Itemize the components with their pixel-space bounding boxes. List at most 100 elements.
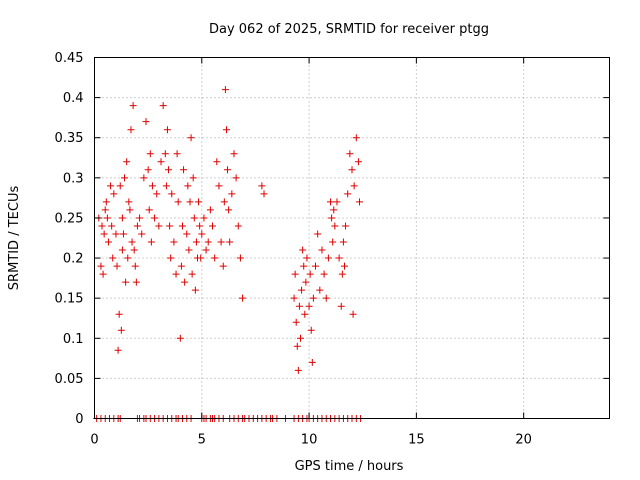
scatter-series [93,86,365,422]
data-point [239,294,247,302]
data-point [295,302,303,310]
data-point [113,262,121,270]
x-tick-label: 15 [408,433,425,448]
data-point [157,158,165,166]
data-point [230,150,238,158]
y-tick-labels: 0 0.05 0.1 0.15 0.2 0.25 0.3 0.35 0.4 0.45 [55,51,84,427]
data-point [118,246,126,254]
data-point [167,254,175,262]
data-point [303,254,311,262]
data-point [104,238,112,246]
x-tick-labels: 0 5 10 15 20 [90,433,532,448]
data-point [109,254,117,262]
data-point [213,158,221,166]
data-point [222,126,230,134]
data-point [354,158,362,166]
data-point [220,198,228,206]
data-point [185,246,193,254]
y-tick-label: 0 [75,412,83,427]
data-point [140,174,148,182]
data-point [204,238,212,246]
data-point [342,222,350,230]
data-point [219,262,227,270]
data-point [155,222,163,230]
x-tick-label: 0 [90,433,98,448]
data-point [172,270,180,278]
data-point [112,230,120,238]
data-point [234,222,242,230]
grid [94,57,610,419]
data-point [300,262,308,270]
data-point [306,270,314,278]
data-point [236,254,244,262]
data-point [122,278,130,286]
data-point [339,238,347,246]
data-point [125,198,133,206]
data-point [183,230,191,238]
data-point [299,246,307,254]
data-point [225,206,233,214]
x-tick-label: 10 [301,433,318,448]
data-point [356,198,364,206]
data-point [181,278,189,286]
data-point [118,214,126,222]
data-point [200,214,208,222]
data-point [196,222,204,230]
y-axis-label: SRMTID / TECUs [7,186,22,291]
data-point [98,222,106,230]
data-point [197,254,205,262]
data-point [145,206,153,214]
data-point [168,190,176,198]
x-axis-label: GPS time / hours [295,459,404,474]
data-point [124,254,132,262]
data-point [108,222,116,230]
y-tick-label: 0.05 [55,372,84,387]
data-point [128,238,136,246]
data-point [215,182,223,190]
data-point [301,310,309,318]
data-point [163,126,171,134]
data-point [174,198,182,206]
data-point [335,254,343,262]
plot-frame [94,57,610,419]
data-point [138,230,146,238]
data-point [173,150,181,158]
chart-title: Day 062 of 2025, SRMTID for receiver ptg… [209,22,489,37]
data-point [318,246,326,254]
data-point [348,166,356,174]
data-point [333,198,341,206]
data-point [176,334,184,342]
data-point [127,126,135,134]
data-point [130,246,138,254]
data-point [224,166,232,174]
data-point [320,270,328,278]
data-point [148,182,156,190]
data-point [195,198,203,206]
data-point [350,182,358,190]
data-point [331,222,339,230]
data-point [294,366,302,374]
data-point [297,334,304,342]
data-point [144,166,152,174]
data-point [187,134,195,142]
data-point [309,294,317,302]
data-point [329,238,337,246]
data-point [340,262,348,270]
data-point [293,342,301,350]
data-point [221,86,229,94]
data-point [119,230,127,238]
x-tick-label: 20 [515,433,532,448]
data-point [258,182,266,190]
data-point [121,174,129,182]
data-point [97,262,105,270]
data-point [307,326,315,334]
data-point [100,230,108,238]
x-tick-label: 5 [198,433,206,448]
data-point [142,118,150,126]
data-point [170,238,178,246]
data-point [352,134,360,142]
data-point [178,222,186,230]
data-point [217,238,225,246]
data-point [146,150,154,158]
data-point [153,190,161,198]
